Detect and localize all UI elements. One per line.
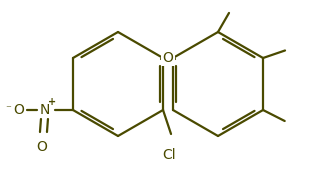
Text: O: O bbox=[163, 51, 173, 65]
Text: ⁻: ⁻ bbox=[5, 104, 11, 114]
Text: O: O bbox=[37, 140, 47, 154]
Text: +: + bbox=[48, 97, 56, 107]
Text: Cl: Cl bbox=[162, 148, 176, 162]
Text: N: N bbox=[40, 103, 50, 117]
Text: O: O bbox=[14, 103, 24, 117]
